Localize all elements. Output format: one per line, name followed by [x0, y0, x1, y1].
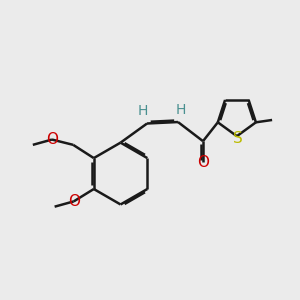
Text: O: O — [46, 132, 58, 147]
Text: H: H — [176, 103, 186, 117]
Text: S: S — [233, 131, 243, 146]
Text: O: O — [197, 155, 209, 170]
Text: H: H — [137, 104, 148, 118]
Text: O: O — [68, 194, 80, 209]
